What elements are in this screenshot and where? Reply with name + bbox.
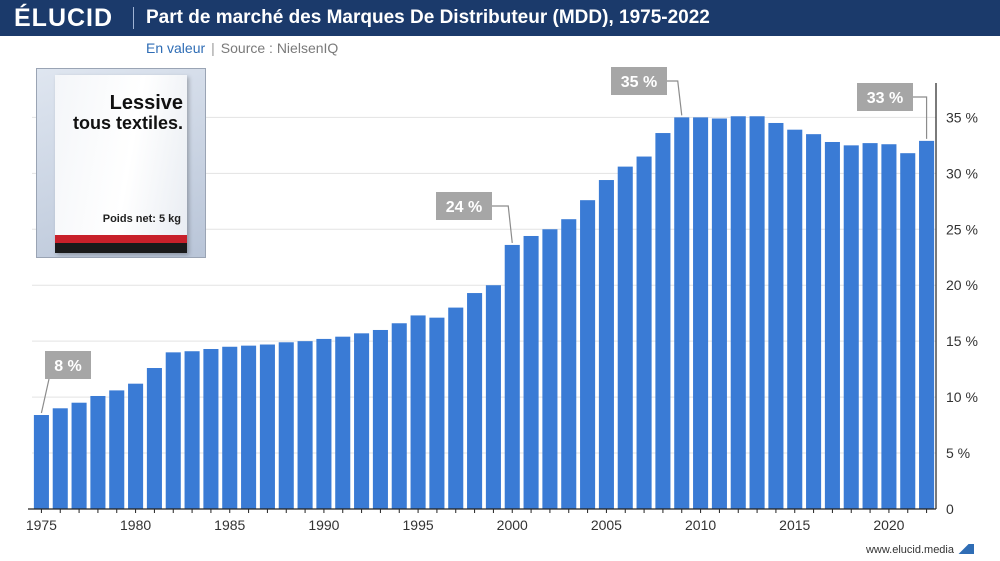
x-tick-label: 2000 [497,517,528,533]
bar [109,390,125,509]
x-tick-label: 1990 [308,517,339,533]
product-label-line1: Lessive [109,92,183,114]
bar [824,141,840,509]
bar [617,166,633,509]
bar [504,244,520,510]
bar [561,219,577,509]
bar [730,116,746,509]
detergent-box: Lessive tous textiles. Poids net: 5 kg [55,75,187,253]
box-black-stripe [55,243,187,253]
bar [391,323,407,509]
box-red-stripe [55,235,187,243]
bar [90,395,106,509]
bar [354,333,370,509]
x-tick-label: 1980 [120,517,151,533]
bar [542,229,558,509]
annotation-box [45,351,91,379]
bar [71,402,87,509]
header-bar: ÉLUCID Part de marché des Marques De Dis… [0,0,1000,36]
annotation-leader-line [492,205,513,243]
bar [33,415,49,509]
y-tick-label: 35 % [946,109,978,125]
bar [655,133,671,509]
x-tick-label: 1975 [26,517,57,533]
bar [787,129,803,509]
x-tick-label: 1985 [214,517,245,533]
y-tick-label: 30 % [946,165,978,181]
bar [259,344,275,509]
source-label: Source : NielsenIQ [220,40,339,56]
y-tick-label: 5 % [946,445,970,461]
bar [52,408,68,509]
bar [203,348,219,509]
bar [297,341,313,509]
y-tick-label: 25 % [946,221,978,237]
y-tick-label: 0 [946,501,954,517]
subtitle-separator: | [211,40,215,56]
bar [749,116,765,509]
bar [429,317,445,509]
bar [335,336,351,509]
product-weight-label: Poids net: 5 kg [102,213,181,225]
bar [523,235,539,510]
y-tick-label: 20 % [946,277,978,293]
bar [806,134,822,509]
x-tick-label: 2005 [591,517,622,533]
bar [241,345,257,509]
bar [636,156,652,510]
bar [862,143,878,509]
x-tick-label: 1995 [403,517,434,533]
annotation-label: 24 % [446,199,482,216]
annotation-label: 8 % [54,358,82,375]
bar [222,346,238,509]
chart-title: Part de marché des Marques De Distribute… [146,7,710,28]
bar [919,140,935,509]
bar [580,200,596,509]
brand-logo: ÉLUCID [14,4,114,32]
bar [146,368,162,509]
bar [278,342,294,509]
bar [674,117,690,509]
annotation-box [436,192,492,220]
chart-subtitle: En valeur | Source : NielsenIQ [146,40,338,56]
bar [598,180,614,509]
y-tick-label: 15 % [946,333,978,349]
annotation-box [857,83,913,111]
bar [372,329,388,509]
annotation-label: 35 % [621,74,657,91]
bar [184,351,200,509]
product-label-line2: tous textiles. [72,113,183,133]
bar [768,122,784,510]
annotation-leader-line [667,80,683,116]
bar [693,117,709,509]
annotation-leader-line [40,378,50,414]
unit-label: En valeur [146,40,206,56]
elucid-flag-icon [958,544,974,554]
bar [881,144,897,510]
x-tick-label: 2010 [685,517,716,533]
y-tick-label: 10 % [946,389,978,405]
product-photo: Lessive tous textiles. Poids net: 5 kg [36,68,206,258]
annotation-leader-line [913,96,928,139]
x-tick-label: 2020 [873,517,904,533]
bar [316,338,332,509]
bar [467,293,483,509]
bar [165,352,181,509]
annotation-box [611,67,667,95]
bar [448,307,464,509]
annotation-label: 33 % [867,90,903,107]
bar [485,285,501,509]
website-credit: www.elucid.media [865,544,954,556]
bar [128,383,144,509]
bar [410,315,426,509]
bar [711,118,727,509]
x-tick-label: 2015 [779,517,810,533]
header-divider [133,7,134,29]
bar [900,153,916,509]
bar [843,145,859,509]
